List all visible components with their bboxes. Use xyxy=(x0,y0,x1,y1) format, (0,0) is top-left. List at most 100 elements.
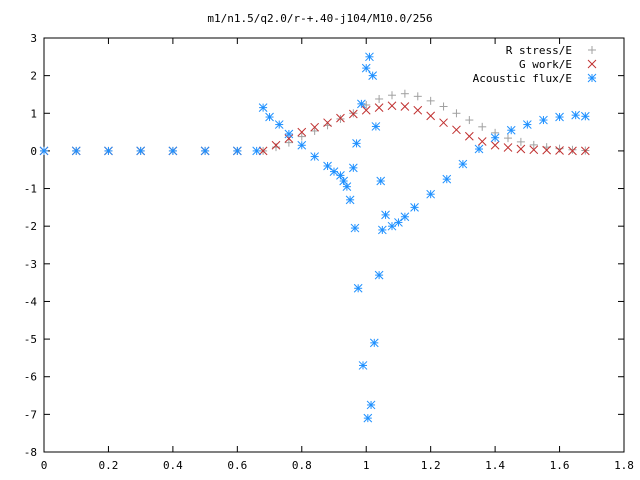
data-point-series-3 xyxy=(201,147,209,155)
data-point-series-1 xyxy=(388,91,396,99)
data-point-series-3 xyxy=(539,116,547,124)
data-point-series-2 xyxy=(504,144,512,152)
plot-frame xyxy=(44,38,624,452)
data-point-series-2 xyxy=(427,112,435,120)
data-point-series-3 xyxy=(169,147,177,155)
data-point-series-3 xyxy=(253,147,261,155)
data-point-series-3 xyxy=(367,401,375,409)
data-point-series-3 xyxy=(285,130,293,138)
data-point-series-3 xyxy=(507,126,515,134)
data-point-series-3 xyxy=(349,164,357,172)
legend-marker xyxy=(588,60,596,68)
data-point-series-3 xyxy=(394,218,402,226)
data-point-series-3 xyxy=(411,203,419,211)
data-point-series-3 xyxy=(259,104,267,112)
x-tick-label: 1.8 xyxy=(614,459,634,472)
y-tick-label: -8 xyxy=(24,446,37,459)
data-point-series-1 xyxy=(311,127,319,135)
data-point-series-2 xyxy=(491,141,499,149)
data-point-series-3 xyxy=(266,113,274,121)
data-point-series-2 xyxy=(440,119,448,127)
data-point-series-3 xyxy=(401,213,409,221)
chart-canvas: m1/n1.5/q2.0/r-+.40-j104/M10.0/256 00.20… xyxy=(0,0,640,480)
data-point-series-3 xyxy=(359,361,367,369)
x-tick-label: 0.4 xyxy=(163,459,183,472)
legend: R stress/EG work/EAcoustic flux/E xyxy=(473,44,596,85)
data-point-series-1 xyxy=(349,109,357,117)
x-tick-label: 1.4 xyxy=(485,459,505,472)
data-point-series-1 xyxy=(285,139,293,147)
data-point-series-3 xyxy=(443,175,451,183)
data-point-series-1 xyxy=(504,134,512,142)
data-point-series-1 xyxy=(414,92,422,100)
y-tick-label: -6 xyxy=(24,371,37,384)
data-point-series-1 xyxy=(440,102,448,110)
data-point-series-3 xyxy=(72,147,80,155)
legend-label: G work/E xyxy=(519,58,572,71)
data-point-series-3 xyxy=(104,147,112,155)
data-point-series-3 xyxy=(357,100,365,108)
y-tick-label: -2 xyxy=(24,220,37,233)
data-point-series-2 xyxy=(465,132,473,140)
y-tick-label: -5 xyxy=(24,333,37,346)
data-point-series-3 xyxy=(378,226,386,234)
data-point-series-3 xyxy=(346,196,354,204)
x-tick-label: 0.8 xyxy=(292,459,312,472)
data-point-series-1 xyxy=(530,141,538,149)
data-point-series-2 xyxy=(414,106,422,114)
x-tick-label: 1.6 xyxy=(550,459,570,472)
data-point-series-3 xyxy=(475,145,483,153)
data-marks xyxy=(40,53,589,422)
legend-label: Acoustic flux/E xyxy=(473,72,572,85)
y-tick-label: 1 xyxy=(30,107,37,120)
data-point-series-3 xyxy=(233,147,241,155)
y-tick-label: -7 xyxy=(24,408,37,421)
data-point-series-3 xyxy=(362,64,370,72)
data-point-series-3 xyxy=(298,141,306,149)
data-point-series-2 xyxy=(478,138,486,146)
data-point-series-3 xyxy=(581,112,589,120)
x-tick-label: 0 xyxy=(41,459,48,472)
data-point-series-2 xyxy=(517,145,525,153)
chart-title: m1/n1.5/q2.0/r-+.40-j104/M10.0/256 xyxy=(207,12,432,25)
data-point-series-3 xyxy=(365,53,373,61)
data-point-series-3 xyxy=(351,224,359,232)
data-point-series-1 xyxy=(427,97,435,105)
data-point-series-1 xyxy=(478,123,486,131)
data-point-series-2 xyxy=(401,102,409,110)
x-tick-label: 0.2 xyxy=(99,459,119,472)
x-tick-label: 1.2 xyxy=(421,459,441,472)
data-point-series-2 xyxy=(452,126,460,134)
data-point-series-1 xyxy=(556,145,564,153)
data-point-series-1 xyxy=(375,95,383,103)
legend-marker xyxy=(588,46,596,54)
data-point-series-3 xyxy=(382,211,390,219)
data-point-series-1 xyxy=(401,90,409,98)
data-point-series-3 xyxy=(137,147,145,155)
data-point-series-3 xyxy=(40,147,48,155)
y-tick-label: -1 xyxy=(24,183,37,196)
data-point-series-3 xyxy=(375,271,383,279)
legend-marker xyxy=(588,74,596,82)
y-tick-label: 0 xyxy=(30,145,37,158)
data-point-series-3 xyxy=(491,134,499,142)
data-point-series-3 xyxy=(354,284,362,292)
y-tick-label: 2 xyxy=(30,70,37,83)
y-tick-label: -4 xyxy=(24,295,38,308)
data-point-series-3 xyxy=(343,183,351,191)
data-point-series-2 xyxy=(375,104,383,112)
data-point-series-3 xyxy=(369,72,377,80)
x-tick-label: 0.6 xyxy=(227,459,247,472)
y-tick-label: 3 xyxy=(30,32,37,45)
data-point-series-3 xyxy=(556,113,564,121)
x-tick-label: 1 xyxy=(363,459,370,472)
data-point-series-3 xyxy=(311,153,319,161)
data-point-series-1 xyxy=(336,115,344,123)
axis-ticks: 0 0.2 0.4 0.6 0.8 1 1.2 1.4 1.6 1.8 3 2 1 0 -1 -2 -3 -4 -5… xyxy=(24,32,634,472)
legend-label: R stress/E xyxy=(506,44,572,57)
data-point-series-1 xyxy=(272,143,280,151)
data-point-series-3 xyxy=(459,160,467,168)
y-tick-label: -3 xyxy=(24,258,37,271)
data-point-series-3 xyxy=(523,121,531,129)
data-point-series-1 xyxy=(298,133,306,141)
